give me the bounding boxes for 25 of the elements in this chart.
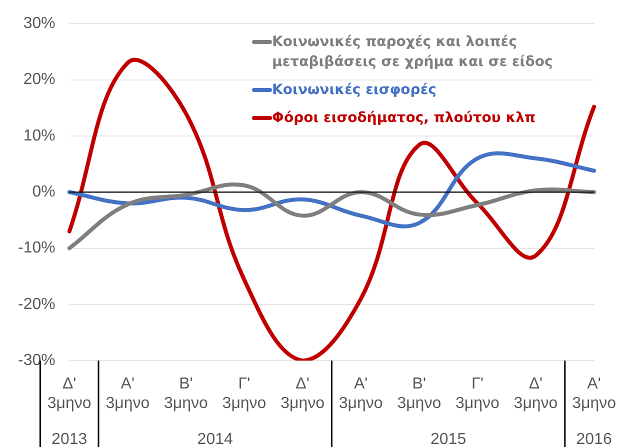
x-tick-label: Γ' 3μηνο [455, 376, 500, 412]
text: 2013 [52, 431, 88, 447]
x-tick-label: Δ' 3μηνο [47, 376, 92, 412]
x-tick-label: Α' 3μηνο [338, 376, 383, 412]
x-tick-label: Β' 3μηνο [164, 376, 208, 412]
text: 2015 [430, 431, 466, 447]
x-tick-label: Δ' 3μηνο [280, 376, 325, 412]
line-series [67, 182, 596, 250]
y-tick-label: 20% [23, 71, 56, 88]
y-tick-label: 30% [23, 15, 56, 32]
x-tick-label: Γ' 3μηνο [222, 376, 266, 412]
x-tick-label: Β' 3μηνο [397, 376, 442, 412]
y-tick-label: -20% [18, 296, 56, 313]
y-tick-label: 10% [23, 127, 56, 144]
x-tick-label: Δ' 3μηνο [514, 376, 558, 412]
text: 2014 [197, 431, 233, 447]
legend-label: Κοινωνικές παροχές και λοιπές μεταβιβάσεις σε χρήμα και σε είδος [272, 32, 554, 72]
y-tick-label: 0% [32, 184, 56, 201]
x-tick-label: Α' 3μηνο [572, 376, 616, 412]
y-tick-label: -30% [18, 352, 56, 370]
y-tick-label: -10% [18, 240, 56, 257]
legend-label: Φόροι εισοδήματος, πλούτου κλπ [272, 108, 536, 128]
x-tick-label: Α' 3μηνο [106, 376, 150, 412]
text: 2016 [576, 431, 612, 447]
legend-label: Κοινωνικές εισφορές [272, 80, 436, 100]
